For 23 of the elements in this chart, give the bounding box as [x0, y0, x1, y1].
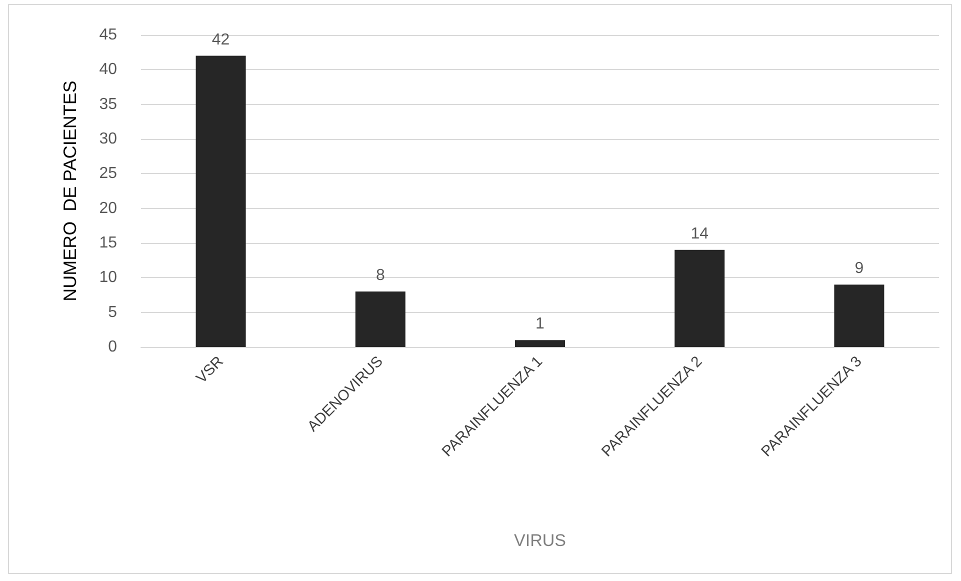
y-axis-title: NUMERO DE PACIENTES: [60, 80, 80, 302]
bar: [834, 284, 884, 347]
data-label: 8: [376, 267, 385, 284]
bar: [355, 292, 406, 347]
bar: [196, 56, 246, 347]
y-tick-label: 45: [99, 26, 118, 44]
y-tick-label: 5: [108, 304, 118, 321]
y-tick-label: 40: [99, 61, 118, 78]
data-label: 14: [690, 225, 709, 242]
y-tick-label: 15: [99, 234, 118, 252]
y-tick-label: 35: [99, 96, 118, 113]
data-label: 9: [854, 260, 864, 278]
x-axis-title: VIRUS: [514, 531, 566, 550]
y-tick-label: 30: [99, 130, 118, 148]
data-label: 1: [536, 316, 545, 333]
y-tick-label: 10: [99, 269, 118, 286]
y-tick-label: 20: [99, 200, 118, 217]
x-tick-label: VSR: [193, 352, 227, 387]
y-tick-label: 0: [108, 338, 118, 356]
y-tick-label: 25: [99, 165, 118, 182]
data-label: 42: [212, 31, 230, 48]
bar: [515, 340, 565, 347]
bar: [674, 250, 725, 347]
